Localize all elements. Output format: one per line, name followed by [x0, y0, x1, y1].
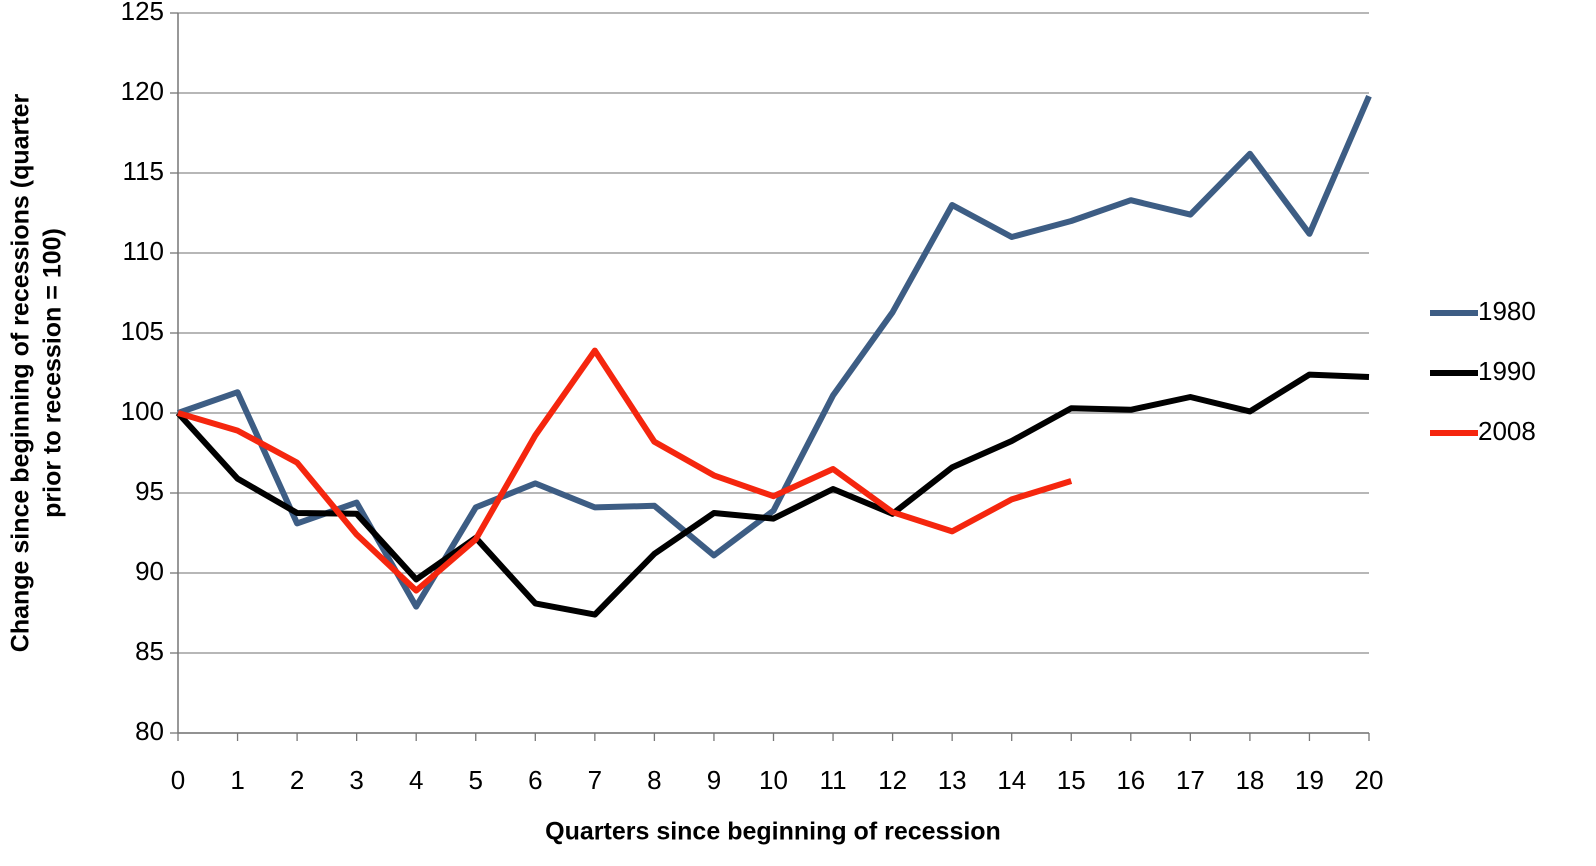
y-tick-label: 100: [121, 396, 164, 426]
y-axis-title-line: prior to recession = 100): [39, 228, 67, 518]
x-tick-label: 10: [759, 765, 788, 795]
x-tick-label: 15: [1057, 765, 1086, 795]
y-axis-title: Change since beginning of recessions (qu…: [7, 94, 67, 653]
x-tick-label: 9: [707, 765, 721, 795]
legend-label: 1990: [1478, 356, 1536, 386]
x-tick-label: 20: [1355, 765, 1384, 795]
y-tick-label: 95: [135, 476, 164, 506]
x-tick-label: 12: [878, 765, 907, 795]
y-tick-label: 80: [135, 716, 164, 746]
y-tick-label: 85: [135, 636, 164, 666]
x-tick-label: 6: [528, 765, 542, 795]
x-tick-label: 2: [290, 765, 304, 795]
x-tick-label: 7: [588, 765, 602, 795]
x-tick-label: 8: [647, 765, 661, 795]
x-tick-label: 11: [820, 765, 847, 795]
x-tick-label: 1: [230, 765, 244, 795]
x-tick-label: 17: [1176, 765, 1205, 795]
x-axis-title: Quarters since beginning of recession: [545, 818, 1001, 846]
x-tick-label: 14: [997, 765, 1026, 795]
y-tick-label: 125: [121, 0, 164, 26]
x-tick-label: 5: [469, 765, 483, 795]
y-axis-title-line: Change since beginning of recessions (qu…: [7, 94, 35, 653]
y-tick-label: 110: [123, 236, 164, 266]
y-tick-label: 120: [121, 76, 164, 106]
x-tick-label: 16: [1116, 765, 1145, 795]
x-tick-label: 3: [349, 765, 363, 795]
series-line: [177, 347, 1073, 594]
x-tick-label: 0: [171, 765, 185, 795]
x-tick-label: 19: [1295, 765, 1324, 795]
x-tick-label: 18: [1235, 765, 1264, 795]
y-tick-label: 105: [121, 316, 164, 346]
legend-label: 2008: [1478, 416, 1536, 446]
x-tick-label: 13: [938, 765, 967, 795]
y-tick-label: 115: [123, 156, 164, 186]
legend-label: 1980: [1478, 296, 1536, 326]
x-tick-label: 4: [409, 765, 423, 795]
y-tick-label: 90: [135, 556, 164, 586]
series-line: [175, 371, 1370, 618]
